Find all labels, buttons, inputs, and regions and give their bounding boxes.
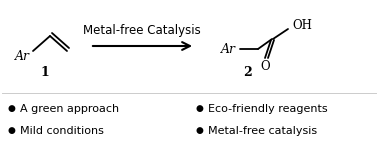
Text: ●: ● — [196, 127, 204, 136]
Text: O: O — [260, 60, 270, 72]
Text: 2: 2 — [244, 66, 253, 79]
Text: 1: 1 — [40, 66, 50, 79]
Text: Ar: Ar — [14, 49, 29, 62]
Text: ●: ● — [196, 104, 204, 114]
Text: Ar: Ar — [220, 43, 235, 56]
Text: ●: ● — [8, 104, 16, 114]
Text: Metal-free Catalysis: Metal-free Catalysis — [83, 24, 201, 37]
Text: ●: ● — [8, 127, 16, 136]
Text: Mild conditions: Mild conditions — [20, 126, 104, 136]
Text: Metal-free catalysis: Metal-free catalysis — [208, 126, 317, 136]
Text: Eco-friendly reagents: Eco-friendly reagents — [208, 104, 328, 114]
Text: A green approach: A green approach — [20, 104, 119, 114]
Text: OH: OH — [292, 19, 312, 32]
